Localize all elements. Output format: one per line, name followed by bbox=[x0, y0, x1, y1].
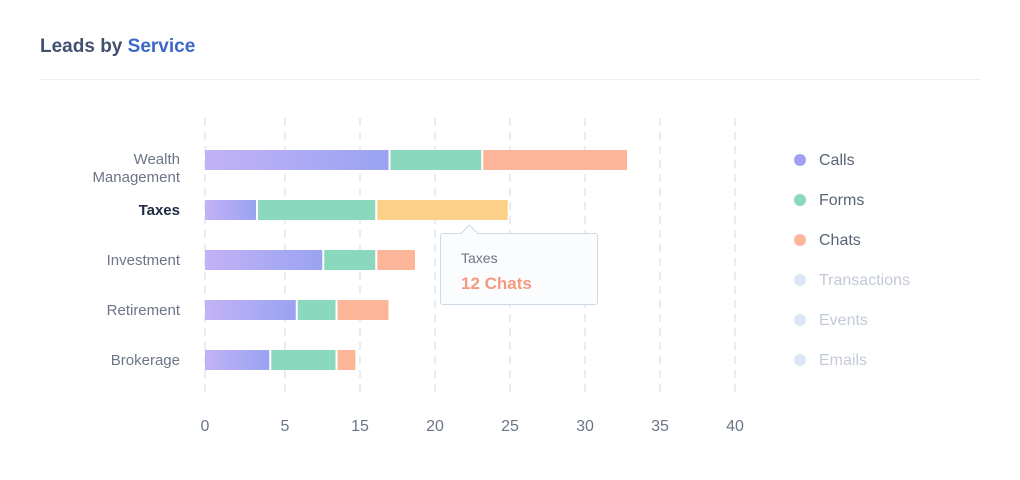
bar-chats[interactable] bbox=[377, 200, 508, 220]
bar-chats[interactable] bbox=[483, 150, 627, 170]
x-tick-label: 15 bbox=[351, 418, 369, 435]
legend-label[interactable]: Transactions bbox=[819, 272, 910, 289]
x-tick-label: 5 bbox=[281, 418, 290, 435]
legend-marker[interactable] bbox=[794, 194, 806, 206]
bar-forms[interactable] bbox=[271, 350, 336, 370]
legend-marker[interactable] bbox=[794, 234, 806, 246]
x-tick-label: 35 bbox=[651, 418, 669, 435]
bar-chats[interactable] bbox=[337, 350, 356, 370]
x-tick-label: 0 bbox=[201, 418, 210, 435]
legend-marker[interactable] bbox=[794, 154, 806, 166]
chart-title: Leads by Service bbox=[40, 36, 195, 58]
category-label: Wealth Management bbox=[92, 151, 180, 186]
x-tick-label: 25 bbox=[501, 418, 519, 435]
bar-forms[interactable] bbox=[297, 300, 336, 320]
bar-calls[interactable] bbox=[205, 200, 256, 220]
bar-calls[interactable] bbox=[205, 250, 323, 270]
bar-forms[interactable] bbox=[258, 200, 376, 220]
x-tick-label: 20 bbox=[426, 418, 444, 435]
bar-calls[interactable] bbox=[205, 350, 270, 370]
bar-forms[interactable] bbox=[324, 250, 376, 270]
bar-forms[interactable] bbox=[390, 150, 482, 170]
legend-marker[interactable] bbox=[794, 274, 806, 286]
bar-calls[interactable] bbox=[205, 300, 296, 320]
legend-marker[interactable] bbox=[794, 354, 806, 366]
legend-label[interactable]: Calls bbox=[819, 152, 855, 169]
legend-label[interactable]: Chats bbox=[819, 232, 861, 249]
header-divider bbox=[40, 79, 980, 80]
tooltip-value: 12 Chats bbox=[461, 274, 532, 293]
category-label: Taxes bbox=[139, 202, 180, 219]
legend-label[interactable]: Emails bbox=[819, 352, 867, 369]
legend-label[interactable]: Events bbox=[819, 312, 868, 329]
x-tick-label: 40 bbox=[726, 418, 744, 435]
bar-calls[interactable] bbox=[205, 150, 389, 170]
legend-marker[interactable] bbox=[794, 314, 806, 326]
chart-title-part2: Service bbox=[127, 36, 196, 57]
category-label: Retirement bbox=[107, 302, 181, 319]
bar-chats[interactable] bbox=[337, 300, 389, 320]
tooltip: Taxes 12 Chats bbox=[440, 224, 598, 305]
chart-title-part1: Leads by bbox=[40, 36, 123, 57]
x-tick-label: 30 bbox=[576, 418, 594, 435]
category-label: Brokerage bbox=[111, 352, 180, 369]
tooltip-title: Taxes bbox=[461, 250, 498, 266]
category-label: Investment bbox=[107, 252, 181, 269]
legend-label[interactable]: Forms bbox=[819, 192, 864, 209]
bar-chats[interactable] bbox=[377, 250, 415, 270]
